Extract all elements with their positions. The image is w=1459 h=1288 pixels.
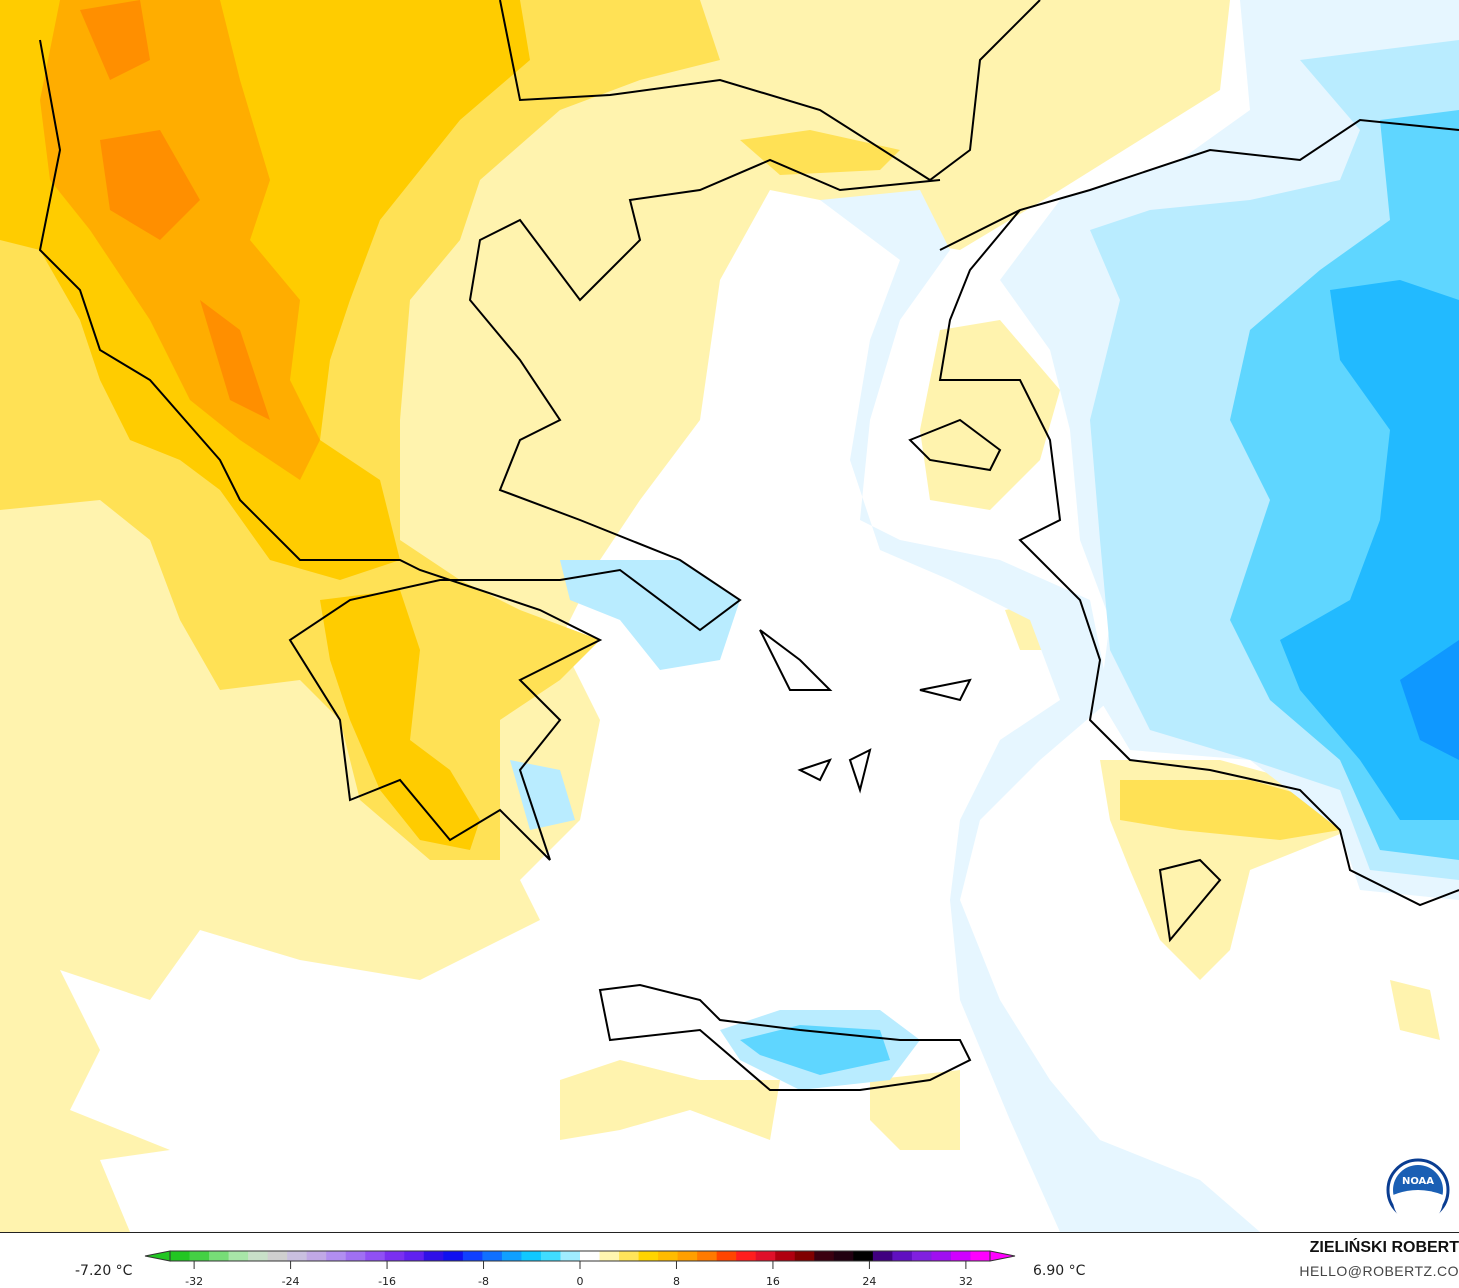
colorbar-segment [189,1251,210,1261]
colorbar-segment [892,1251,913,1261]
colorbar: -32 -24 -16 -8 0 8 16 24 32 [144,1250,1016,1287]
colorbar-segment [248,1251,269,1261]
colorbar-segment [853,1251,874,1261]
cool-region-crete-core [740,1025,890,1075]
author-email: HELLO@ROBERTZ.CO [1299,1263,1459,1279]
colorbar-segment [794,1251,815,1261]
colorbar-segment [716,1251,737,1261]
colorbar-segment [736,1251,757,1261]
colorbar-segment [775,1251,796,1261]
cool-region-turkey-5 [1400,640,1459,760]
warm-region-peloponnese [320,590,480,850]
colorbar-segment [423,1251,444,1261]
colorbar-segment [872,1251,893,1261]
colorbar-segment [755,1251,776,1261]
colorbar-segment [658,1251,679,1261]
colorbar-segment [950,1251,971,1261]
colorbar-tick-label: 8 [673,1275,680,1287]
colorbar-segment [170,1251,191,1261]
colorbar-tick-label: 0 [577,1275,584,1287]
colorbar-tick-label: 32 [959,1275,973,1287]
colorbar-segment [228,1251,249,1261]
colorbar-segment [638,1251,659,1261]
colorbar-segment [599,1251,620,1261]
colorbar-segment [833,1251,854,1261]
warm-region-lesvos [920,320,1060,510]
colorbar-segment [482,1251,503,1261]
colorbar-tick-label: 16 [766,1275,780,1287]
colorbar-min-arrow [144,1250,171,1262]
cool-region-euboea [510,560,740,830]
temperature-anomaly-map: NOAA [0,0,1459,1232]
colorbar-tick-label: 24 [862,1275,876,1287]
colorbar-segment [521,1251,542,1261]
colorbar-tick-label: -24 [282,1275,300,1287]
colorbar-segment [970,1251,991,1261]
colorbar-segment [443,1251,464,1261]
colorbar-segment [697,1251,718,1261]
colorbar-segment [580,1251,601,1261]
colorbar-tick-label: -16 [378,1275,396,1287]
colorbar-segment [404,1251,425,1261]
warm-region-south-crete [560,1060,960,1150]
colorbar-segment [267,1251,288,1261]
colorbar-segment [560,1251,581,1261]
colorbar-segment [209,1251,230,1261]
colorbar-segment [287,1251,308,1261]
colorbar-tick-label: -8 [478,1275,489,1287]
legend-footer: -7.20 °C -32 -24 -16 -8 0 8 16 24 32 6.90 °C ZIE… [0,1232,1459,1288]
colorbar-segment [345,1251,366,1261]
colorbar-segment [501,1251,522,1261]
colorbar-segment [619,1251,640,1261]
colorbar-max-arrow [989,1250,1016,1262]
coastlines [38,0,1459,1091]
colorbar-segment [911,1251,932,1261]
colorbar-segment [326,1251,347,1261]
colorbar-segment [384,1251,405,1261]
min-value-label: -7.20 °C [75,1263,133,1279]
colorbar-segment [931,1251,952,1261]
author-credit: ZIELIŃSKI ROBERT [1309,1239,1459,1256]
max-value-label: 6.90 °C [1033,1263,1086,1279]
noaa-logo: NOAA [1386,1158,1450,1225]
colorbar-segment [540,1251,561,1261]
colorbar-segment [677,1251,698,1261]
colorbar-segment [462,1251,483,1261]
warm-region-hotspot [80,0,270,420]
colorbar-segment [365,1251,386,1261]
colorbar-tick-label: -32 [185,1275,203,1287]
colorbar-segment [814,1251,835,1261]
colorbar-segment [306,1251,327,1261]
svg-text:NOAA: NOAA [1402,1176,1434,1187]
